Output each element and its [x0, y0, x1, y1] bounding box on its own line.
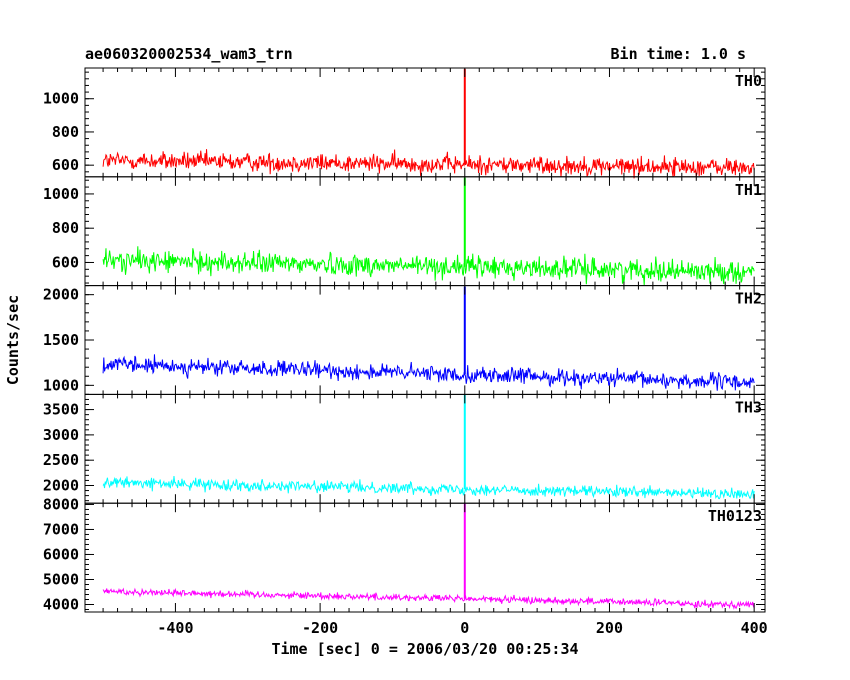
lightcurve-th2: [102, 354, 755, 391]
y-tick-label: 600: [52, 253, 79, 271]
x-axis-label: Time [sec] 0 = 2006/03/20 00:25:34: [271, 640, 578, 658]
y-axis-label: Counts/sec: [4, 295, 22, 385]
y-tick-label: 3500: [43, 401, 79, 419]
y-tick-label: 7000: [43, 520, 79, 538]
y-tick-label: 6000: [43, 545, 79, 563]
y-tick-label: 1500: [43, 331, 79, 349]
y-tick-label: 600: [52, 156, 79, 174]
y-tick-label: 8000: [43, 495, 79, 513]
y-tick-label: 800: [52, 219, 79, 237]
lightcurve-th0: [102, 149, 755, 179]
y-tick-label: 5000: [43, 570, 79, 588]
lightcurve-th1: [102, 246, 755, 286]
y-tick-label: 800: [52, 123, 79, 141]
lightcurve-th3: [102, 476, 755, 500]
x-tick-label: 400: [741, 619, 768, 637]
panel-label-th1: TH1: [735, 181, 762, 199]
x-tick-label: -400: [157, 619, 193, 637]
panel-frame-th3: [84, 393, 766, 504]
y-tick-label: 4000: [43, 595, 79, 613]
panel-label-th0: TH0: [735, 72, 762, 90]
y-tick-label: 3000: [43, 426, 79, 444]
x-tick-label: 200: [596, 619, 623, 637]
bin-time-label: Bin time: 1.0 s: [610, 45, 746, 63]
y-tick-label: 1000: [43, 376, 79, 394]
x-tick-label: 0: [460, 619, 469, 637]
x-tick-label: -200: [302, 619, 338, 637]
panel-label-th2: TH2: [735, 290, 762, 308]
y-tick-label: 1000: [43, 185, 79, 203]
y-tick-label: 1000: [43, 90, 79, 108]
lightcurve-th0123: [102, 587, 755, 610]
panel-label-th3: TH3: [735, 398, 762, 416]
panel-frame-th0123: [84, 502, 766, 613]
y-tick-label: 2000: [43, 286, 79, 304]
y-tick-label: 2500: [43, 451, 79, 469]
panel-label-th0123: TH0123: [708, 507, 762, 525]
y-tick-label: 2000: [43, 476, 79, 494]
chart-title: ae060320002534_wam3_trn: [85, 45, 293, 63]
